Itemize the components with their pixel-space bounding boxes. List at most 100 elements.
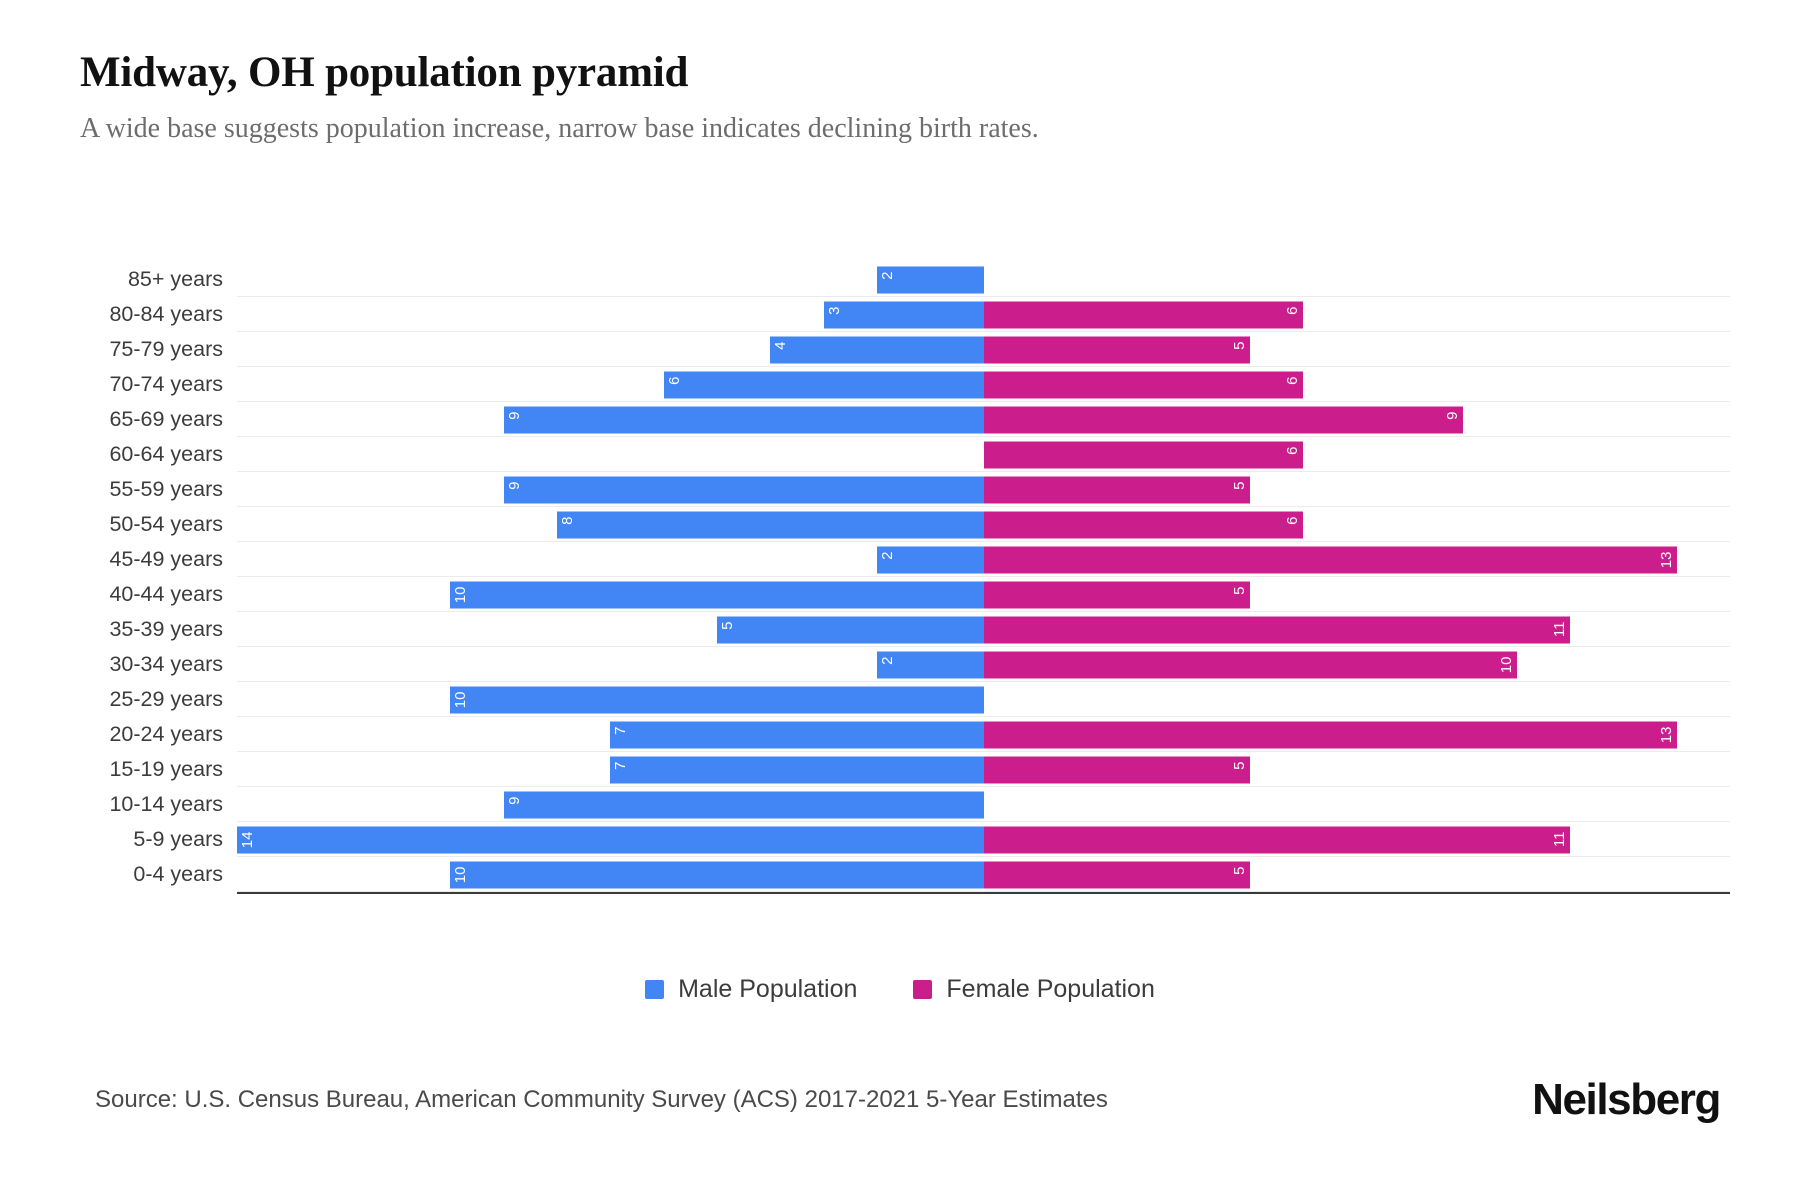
female-bar-value-label: 5 (1231, 481, 1249, 490)
male-bar-value-label: 5 (718, 621, 736, 630)
male-bar-container: 3 (237, 301, 984, 328)
male-bar-value-label: 10 (452, 866, 470, 884)
male-bar[interactable]: 2 (876, 546, 984, 573)
female-bar-container (984, 266, 1731, 293)
y-axis-tick-label: 85+ years (127, 267, 223, 291)
male-bar[interactable]: 8 (556, 511, 984, 538)
male-bar[interactable]: 9 (503, 791, 984, 818)
legend-item-female[interactable]: Female Population (913, 975, 1155, 1004)
male-bar-value-label: 2 (878, 656, 896, 665)
bar-row: 10 5 (237, 577, 1730, 612)
legend-item-male[interactable]: Male Population (645, 975, 857, 1004)
gridline (237, 751, 1730, 752)
female-bar[interactable]: 11 (983, 826, 1571, 853)
male-bar[interactable]: 5 (716, 616, 984, 643)
y-axis-tick-label: 30-34 years (109, 652, 223, 676)
gridline (237, 891, 1730, 892)
male-bar-value-label: 9 (505, 796, 523, 805)
legend-label-female: Female Population (946, 975, 1155, 1003)
male-bar-container: 7 (237, 721, 984, 748)
female-bar[interactable]: 5 (983, 581, 1251, 608)
male-bar-container: 10 (237, 581, 984, 608)
female-bar-value-label: 6 (1284, 516, 1302, 525)
y-axis-tick-label: 50-54 years (109, 512, 223, 536)
chart-legend: Male Population Female Population (0, 975, 1800, 1004)
male-bar-container (237, 441, 984, 468)
female-bar-value-label: 5 (1231, 761, 1249, 770)
source-note: Source: U.S. Census Bureau, American Com… (95, 1086, 1108, 1113)
female-bar[interactable]: 5 (983, 756, 1251, 783)
plot-area: 85+ years 80-84 years 75-79 years 70-74 yea… (80, 262, 1730, 912)
male-bar[interactable]: 7 (610, 756, 984, 783)
female-bar-container: 5 (983, 756, 1731, 783)
male-bar-value-label: 6 (665, 376, 683, 385)
gridline (237, 541, 1730, 542)
female-bar[interactable]: 9 (983, 406, 1464, 433)
female-bar-value-label: 9 (1444, 411, 1462, 420)
female-bar-value-label: 5 (1231, 866, 1249, 875)
male-bar-value-label: 7 (612, 761, 630, 770)
female-bar-container: 9 (983, 406, 1731, 433)
male-bar[interactable]: 2 (876, 651, 984, 678)
gridline (237, 786, 1730, 787)
female-bar[interactable]: 13 (983, 546, 1677, 573)
female-bar-container: 10 (983, 651, 1731, 678)
female-bar[interactable]: 6 (983, 371, 1304, 398)
male-bar[interactable]: 10 (450, 861, 984, 888)
female-bar[interactable]: 13 (983, 721, 1677, 748)
gridline (237, 611, 1730, 612)
female-bar-container (984, 791, 1731, 818)
male-bar-container: 2 (237, 266, 984, 293)
male-bar[interactable]: 10 (450, 686, 984, 713)
female-bar[interactable]: 5 (983, 861, 1251, 888)
male-bar-value-label: 14 (239, 831, 256, 849)
bars-area: 2 3 6 4 5 6 6 9 9 6 9 5 8 6 2 13 10 5 5 11 2 10 10 7 13 7 5 9 14 11 10… (237, 262, 1730, 892)
male-bar-value-label: 10 (452, 691, 470, 709)
male-bar[interactable]: 14 (237, 826, 984, 853)
y-axis-tick-label: 40-44 years (109, 582, 223, 606)
female-bar[interactable]: 6 (983, 511, 1304, 538)
y-axis-tick-label: 45-49 years (109, 547, 223, 571)
male-bar[interactable]: 7 (610, 721, 984, 748)
male-bar-value-label: 9 (505, 411, 523, 420)
chart-footer: Source: U.S. Census Bureau, American Com… (95, 1075, 1721, 1125)
female-bar[interactable]: 11 (983, 616, 1571, 643)
female-bar[interactable]: 10 (983, 651, 1517, 678)
legend-swatch-female-icon (913, 980, 933, 999)
male-bar[interactable]: 2 (876, 266, 984, 293)
female-bar[interactable]: 5 (983, 476, 1251, 503)
y-axis-tick-label: 20-24 years (109, 722, 223, 746)
y-axis-tick-label: 5-9 years (133, 827, 223, 851)
y-axis-tick-label: 70-74 years (109, 372, 223, 396)
bar-row: 2 10 (237, 647, 1730, 682)
bar-row: 2 13 (237, 542, 1730, 577)
male-bar-value-label: 7 (612, 726, 630, 735)
male-bar[interactable]: 3 (823, 301, 984, 328)
x-axis-line (237, 892, 1730, 894)
y-axis-tick-label: 80-84 years (109, 302, 223, 326)
female-bar-value-label: 6 (1284, 446, 1302, 455)
male-bar[interactable]: 9 (503, 406, 984, 433)
female-bar[interactable]: 6 (983, 441, 1304, 468)
male-bar[interactable]: 10 (450, 581, 984, 608)
male-bar-value-label: 3 (825, 306, 843, 315)
female-bar[interactable]: 6 (983, 301, 1304, 328)
female-bar[interactable]: 5 (983, 336, 1251, 363)
female-bar-container: 5 (983, 336, 1731, 363)
male-bar-value-label: 2 (878, 551, 896, 560)
bar-row: 7 13 (237, 717, 1730, 752)
male-bar-container: 9 (237, 406, 984, 433)
bar-row: 14 11 (237, 822, 1730, 857)
male-bar-container: 14 (237, 826, 984, 853)
male-bar[interactable]: 4 (770, 336, 984, 363)
male-bar-value-label: 4 (772, 341, 790, 350)
female-bar-value-label: 5 (1231, 341, 1249, 350)
female-bar-container: 6 (983, 511, 1731, 538)
male-bar[interactable]: 6 (663, 371, 984, 398)
male-bar[interactable]: 9 (503, 476, 984, 503)
bar-row: 2 (237, 262, 1730, 297)
